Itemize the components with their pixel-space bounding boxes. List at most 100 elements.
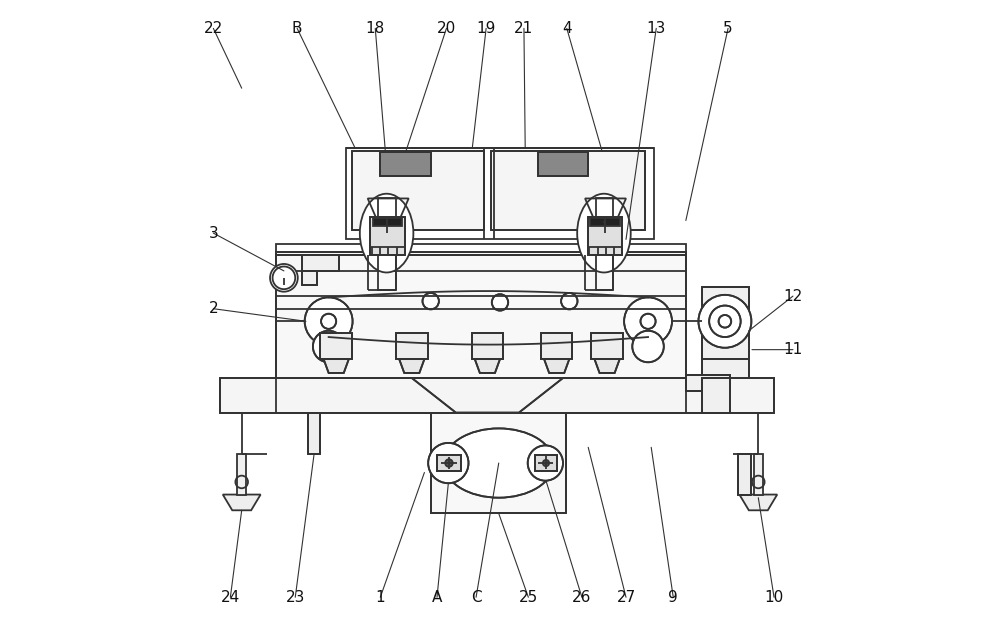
Polygon shape	[594, 359, 620, 373]
Text: 27: 27	[616, 590, 636, 605]
Text: 18: 18	[366, 21, 385, 36]
Bar	[588, 217, 622, 255]
Circle shape	[632, 331, 664, 362]
Bar	[431, 413, 566, 513]
Bar	[276, 244, 686, 255]
Text: 9: 9	[668, 590, 678, 605]
Bar	[437, 455, 461, 471]
Circle shape	[528, 445, 563, 481]
Text: 3: 3	[208, 226, 218, 241]
Circle shape	[321, 314, 336, 329]
Circle shape	[428, 443, 468, 483]
Bar	[596, 198, 613, 217]
Polygon shape	[475, 359, 500, 373]
Bar	[380, 152, 431, 176]
Text: 4: 4	[562, 21, 572, 36]
Text: 1: 1	[375, 590, 385, 605]
Bar	[352, 151, 484, 230]
Bar	[378, 198, 396, 217]
Bar	[276, 255, 686, 271]
Circle shape	[709, 306, 741, 337]
Bar	[491, 151, 645, 230]
Bar	[596, 255, 613, 290]
Bar	[378, 255, 396, 290]
Bar	[276, 252, 686, 378]
Bar	[320, 333, 352, 359]
Text: 11: 11	[783, 342, 803, 357]
Text: 21: 21	[514, 21, 534, 36]
Bar	[702, 287, 749, 359]
Bar	[686, 375, 730, 391]
Text: 10: 10	[764, 590, 784, 605]
Bar	[541, 333, 572, 359]
Bar	[320, 333, 352, 359]
Bar	[472, 333, 503, 359]
Bar	[396, 333, 428, 359]
Text: 12: 12	[783, 289, 803, 304]
Bar	[373, 218, 402, 226]
Text: B: B	[292, 21, 302, 36]
Bar	[380, 152, 431, 176]
Ellipse shape	[444, 428, 554, 498]
Bar	[276, 252, 686, 378]
Bar	[346, 148, 654, 239]
Circle shape	[698, 295, 751, 348]
Bar	[535, 455, 557, 471]
Bar	[302, 255, 339, 271]
Text: 13: 13	[647, 21, 666, 36]
Bar	[370, 217, 405, 255]
Bar	[588, 217, 622, 255]
Text: A: A	[432, 590, 442, 605]
Text: 5: 5	[723, 21, 733, 36]
Circle shape	[543, 460, 549, 466]
Bar	[302, 271, 317, 285]
Bar	[396, 333, 428, 359]
Text: 2: 2	[209, 301, 218, 316]
Polygon shape	[544, 359, 569, 373]
Circle shape	[561, 293, 577, 309]
Bar	[541, 333, 572, 359]
Text: 19: 19	[476, 21, 496, 36]
Text: 26: 26	[572, 590, 592, 605]
Ellipse shape	[577, 194, 631, 272]
Circle shape	[640, 314, 656, 329]
Text: 20: 20	[437, 21, 456, 36]
Text: 22: 22	[204, 21, 223, 36]
Polygon shape	[739, 495, 777, 510]
Bar	[702, 287, 749, 359]
Circle shape	[445, 459, 453, 467]
Bar	[437, 455, 461, 471]
Bar	[352, 151, 484, 230]
Bar	[738, 454, 751, 495]
Bar	[491, 151, 645, 230]
Bar	[702, 378, 730, 413]
Bar	[302, 271, 317, 285]
Polygon shape	[324, 359, 349, 373]
Circle shape	[270, 264, 298, 292]
Bar	[702, 359, 749, 378]
Bar	[702, 378, 730, 413]
Bar	[308, 413, 320, 454]
Circle shape	[492, 294, 508, 311]
Polygon shape	[399, 359, 424, 373]
Bar	[220, 378, 774, 413]
Bar	[591, 333, 623, 359]
Ellipse shape	[360, 194, 413, 272]
Bar	[535, 455, 557, 471]
Text: C: C	[471, 590, 481, 605]
Bar	[308, 413, 320, 454]
Bar	[590, 218, 620, 226]
Bar	[702, 359, 749, 378]
Bar	[686, 375, 730, 391]
Bar	[591, 333, 623, 359]
Bar	[538, 152, 588, 176]
Text: 24: 24	[221, 590, 240, 605]
Bar	[302, 255, 339, 271]
Circle shape	[719, 315, 731, 328]
Circle shape	[624, 297, 672, 345]
Circle shape	[305, 297, 353, 345]
Text: 23: 23	[286, 590, 305, 605]
Text: 25: 25	[519, 590, 538, 605]
Circle shape	[423, 293, 439, 309]
Bar	[738, 454, 751, 495]
